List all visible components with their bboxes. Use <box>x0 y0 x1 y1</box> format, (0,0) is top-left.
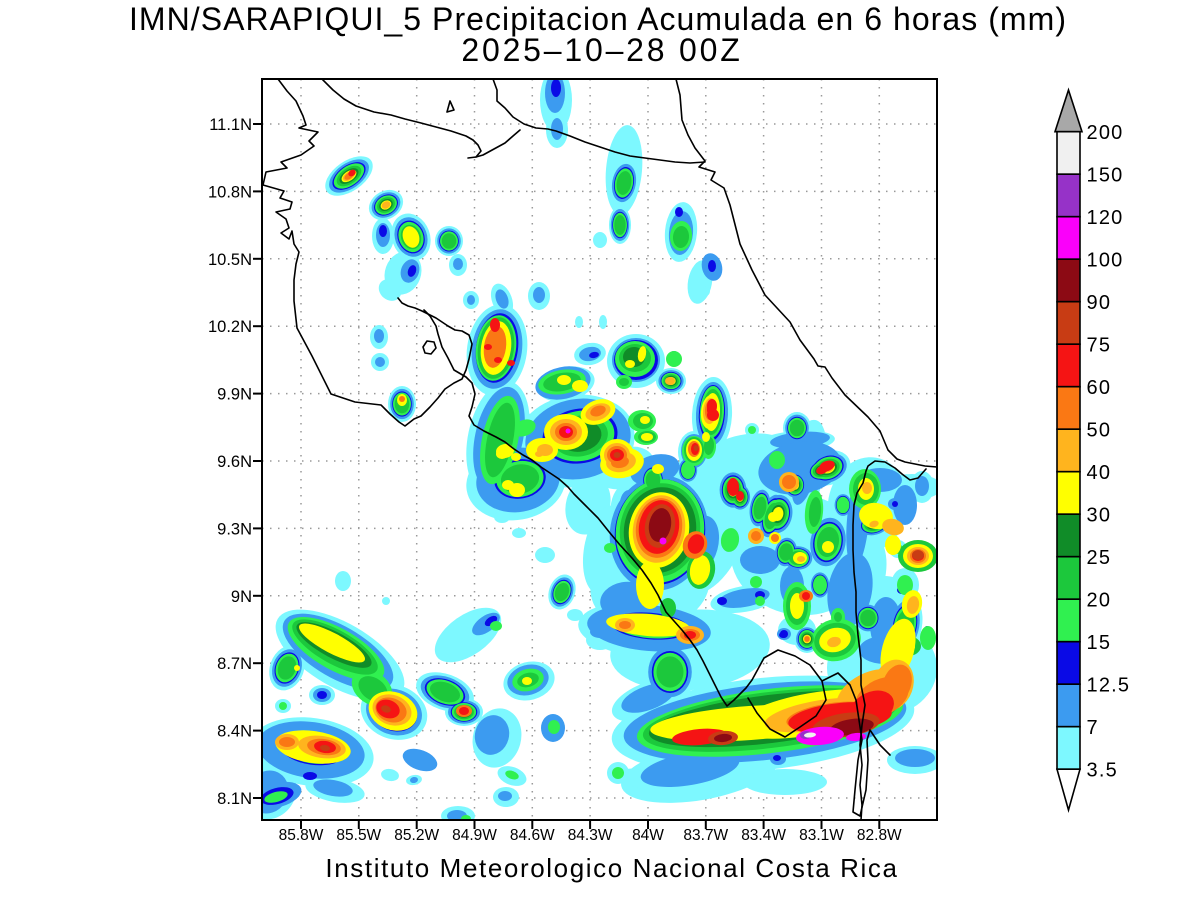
svg-text:90: 90 <box>1087 292 1112 314</box>
svg-text:85.5W: 85.5W <box>336 827 381 844</box>
svg-text:2025–10–28 00Z: 2025–10–28 00Z <box>461 32 742 68</box>
svg-text:84.3W: 84.3W <box>568 827 613 844</box>
svg-text:60: 60 <box>1087 377 1112 399</box>
svg-text:Instituto Meteorologico Nacion: Instituto Meteorologico Nacional Costa R… <box>325 853 898 883</box>
svg-text:40: 40 <box>1087 462 1112 484</box>
svg-text:25: 25 <box>1087 547 1112 569</box>
svg-text:84W: 84W <box>632 827 664 844</box>
svg-text:30: 30 <box>1087 505 1112 527</box>
svg-text:84.6W: 84.6W <box>510 827 555 844</box>
svg-text:IMN/SARAPIQUI_5 Precipitacion: IMN/SARAPIQUI_5 Precipitacion Acumulada … <box>129 1 1067 37</box>
svg-text:10.8N: 10.8N <box>208 183 252 201</box>
svg-text:85.2W: 85.2W <box>394 827 439 844</box>
svg-text:8.7N: 8.7N <box>217 655 252 673</box>
svg-text:8.4N: 8.4N <box>217 723 252 741</box>
svg-text:9.9N: 9.9N <box>217 386 252 404</box>
svg-text:83.4W: 83.4W <box>741 827 786 844</box>
svg-text:82.8W: 82.8W <box>857 827 902 844</box>
svg-text:10.2N: 10.2N <box>208 318 252 336</box>
svg-text:200: 200 <box>1087 122 1124 144</box>
svg-text:85.8W: 85.8W <box>279 827 324 844</box>
svg-text:100: 100 <box>1087 250 1124 272</box>
svg-text:120: 120 <box>1087 207 1124 229</box>
svg-text:50: 50 <box>1087 420 1112 442</box>
svg-text:3.5: 3.5 <box>1087 760 1118 782</box>
svg-text:9.3N: 9.3N <box>217 520 252 538</box>
svg-text:9N: 9N <box>231 588 252 606</box>
svg-text:9.6N: 9.6N <box>217 453 252 471</box>
svg-text:7: 7 <box>1087 717 1099 739</box>
svg-text:11.1N: 11.1N <box>209 116 252 134</box>
svg-text:15: 15 <box>1087 632 1112 654</box>
svg-text:83.7W: 83.7W <box>683 827 728 844</box>
svg-text:8.1N: 8.1N <box>217 790 252 808</box>
svg-text:75: 75 <box>1087 335 1112 357</box>
svg-text:12.5: 12.5 <box>1087 675 1131 697</box>
svg-text:83.1W: 83.1W <box>799 827 844 844</box>
svg-text:10.5N: 10.5N <box>208 251 252 269</box>
svg-text:20: 20 <box>1087 590 1112 612</box>
svg-text:150: 150 <box>1087 165 1124 187</box>
svg-text:84.9W: 84.9W <box>452 827 497 844</box>
